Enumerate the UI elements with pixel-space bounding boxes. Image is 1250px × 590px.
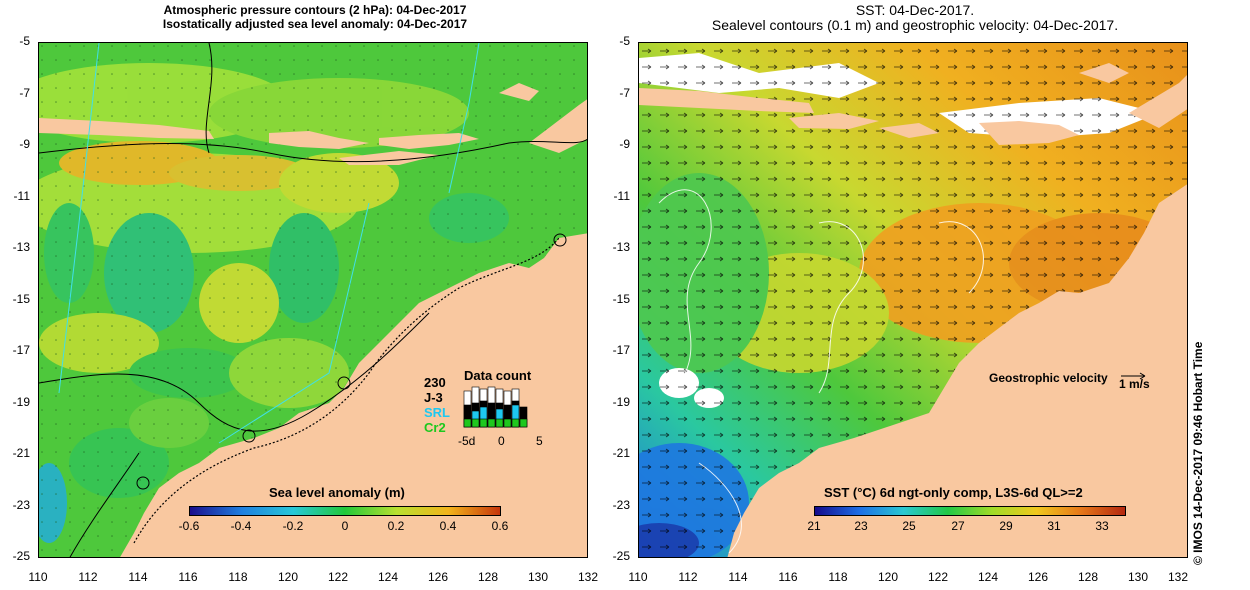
data-source-cr2: Cr2 bbox=[424, 420, 446, 435]
left-cb-tick: -0.6 bbox=[178, 519, 200, 533]
data-count-inset: Data count 230 J-3 SRL Cr2 -5d 0 5 bbox=[424, 368, 564, 448]
left-colorbar bbox=[189, 506, 501, 516]
right-cb-tick: 29 bbox=[999, 519, 1013, 533]
right-cb-tick: 31 bbox=[1047, 519, 1061, 533]
australia-landmass bbox=[120, 233, 587, 557]
y-tick-label: -19 bbox=[612, 395, 630, 409]
left-title-line2: Isostatically adjusted sea level anomaly… bbox=[162, 17, 468, 31]
y-tick-label: -15 bbox=[612, 292, 630, 306]
x-tick-label: 126 bbox=[427, 570, 449, 584]
y-tick-label: -21 bbox=[12, 446, 30, 460]
right-cb-tick: 23 bbox=[854, 519, 868, 533]
x-tick-label: 126 bbox=[1027, 570, 1049, 584]
data-count-title: Data count bbox=[464, 368, 532, 383]
data-source-srl: SRL bbox=[424, 405, 450, 420]
australia-landmass bbox=[727, 184, 1187, 557]
y-tick-label: -19 bbox=[12, 395, 30, 409]
x-tick-label: 124 bbox=[377, 570, 399, 584]
y-tick-label: -13 bbox=[612, 240, 630, 254]
data-count-max: 230 bbox=[424, 375, 446, 390]
left-cb-tick: -0.4 bbox=[230, 519, 252, 533]
geostrophic-velocity-label: Geostrophic velocity bbox=[989, 371, 1108, 385]
y-tick-label: -15 bbox=[12, 292, 30, 306]
x-tick-label: 114 bbox=[128, 570, 148, 584]
indonesia-islands bbox=[639, 63, 1187, 145]
y-tick-label: -7 bbox=[619, 86, 630, 100]
x-tick-label: 114 bbox=[728, 570, 748, 584]
y-tick-label: -23 bbox=[612, 498, 630, 512]
y-tick-label: -17 bbox=[612, 343, 630, 357]
y-tick-label: -17 bbox=[12, 343, 30, 357]
left-colorbar-title: Sea level anomaly (m) bbox=[269, 485, 405, 500]
y-tick-label: -21 bbox=[612, 446, 630, 460]
x-tick-label: 116 bbox=[778, 570, 798, 584]
tide-gauge-markers bbox=[136, 233, 567, 490]
y-tick-label: -13 bbox=[12, 240, 30, 254]
right-title-line2: Sealevel contours (0.1 m) and geostrophi… bbox=[711, 17, 1119, 33]
sst-map-svg bbox=[639, 43, 1187, 557]
right-title-line1: SST: 04-Dec-2017. bbox=[855, 2, 975, 18]
x-tick-label: 112 bbox=[78, 570, 98, 584]
imos-credit: © IMOS 14-Dec-2017 09:46 Hobart Time bbox=[1191, 341, 1205, 565]
left-cb-tick: 0.4 bbox=[439, 519, 457, 533]
right-colorbar bbox=[814, 506, 1126, 516]
data-count-xtick-5: 5 bbox=[536, 434, 543, 448]
left-cb-tick: 0.6 bbox=[491, 519, 509, 533]
data-count-xtick-0: 0 bbox=[498, 434, 505, 448]
y-tick-label: -5 bbox=[19, 34, 30, 48]
sea-level-anomaly-map-svg bbox=[39, 43, 587, 557]
y-tick-label: -9 bbox=[619, 137, 630, 151]
data-count-bars bbox=[463, 386, 528, 428]
velocity-scale-unit: 1 m/s bbox=[1119, 377, 1150, 391]
velocity-scale-arrow bbox=[1121, 372, 1146, 380]
x-tick-label: 120 bbox=[877, 570, 899, 584]
x-tick-label: 122 bbox=[927, 570, 949, 584]
y-tick-label: -25 bbox=[612, 549, 630, 563]
x-tick-label: 112 bbox=[678, 570, 698, 584]
y-tick-label: -25 bbox=[12, 549, 30, 563]
indonesia-islands bbox=[39, 83, 587, 165]
y-tick-label: -7 bbox=[19, 86, 30, 100]
x-tick-label: 124 bbox=[977, 570, 999, 584]
x-tick-label: 132 bbox=[577, 570, 599, 584]
right-cb-tick: 21 bbox=[807, 519, 821, 533]
x-tick-label: 132 bbox=[1167, 570, 1189, 584]
x-tick-label: 116 bbox=[178, 570, 198, 584]
x-tick-label: 118 bbox=[828, 570, 848, 584]
coastline-contour bbox=[133, 237, 560, 544]
left-map-title: Atmospheric pressure contours (2 hPa): 0… bbox=[40, 3, 590, 31]
x-tick-label: 128 bbox=[477, 570, 499, 584]
left-cb-tick: 0.2 bbox=[387, 519, 405, 533]
sea-level-anomaly-map: Data count 230 J-3 SRL Cr2 -5d 0 5 Sea l… bbox=[38, 42, 588, 558]
right-cb-tick: 33 bbox=[1095, 519, 1109, 533]
x-tick-label: 110 bbox=[28, 570, 48, 584]
left-cb-tick: -0.2 bbox=[282, 519, 304, 533]
x-tick-label: 122 bbox=[327, 570, 349, 584]
y-tick-label: -23 bbox=[12, 498, 30, 512]
sst-map: Geostrophic velocity 1 m/s SST (°C) 6d n… bbox=[638, 42, 1188, 558]
x-tick-label: 130 bbox=[1127, 570, 1149, 584]
data-count-xtick-minus5d: -5d bbox=[458, 434, 476, 448]
y-tick-label: -11 bbox=[13, 189, 30, 203]
y-tick-label: -11 bbox=[613, 189, 630, 203]
x-tick-label: 118 bbox=[228, 570, 248, 584]
right-map-title: SST: 04-Dec-2017. Sealevel contours (0.1… bbox=[640, 3, 1190, 33]
right-cb-tick: 25 bbox=[902, 519, 916, 533]
x-tick-label: 130 bbox=[527, 570, 549, 584]
right-colorbar-title: SST (°C) 6d ngt-only comp, L3S-6d QL>=2 bbox=[824, 485, 1083, 500]
y-tick-label: -9 bbox=[19, 137, 30, 151]
y-tick-label: -5 bbox=[619, 34, 630, 48]
sea-level-contours bbox=[658, 189, 984, 554]
right-cb-tick: 27 bbox=[951, 519, 965, 533]
x-tick-label: 120 bbox=[277, 570, 299, 584]
left-cb-tick: 0 bbox=[341, 519, 349, 533]
x-tick-label: 128 bbox=[1077, 570, 1099, 584]
altimeter-tracks bbox=[58, 43, 480, 444]
x-tick-label: 110 bbox=[628, 570, 648, 584]
data-source-j3: J-3 bbox=[424, 390, 443, 405]
left-title-line1: Atmospheric pressure contours (2 hPa): 0… bbox=[163, 3, 467, 17]
